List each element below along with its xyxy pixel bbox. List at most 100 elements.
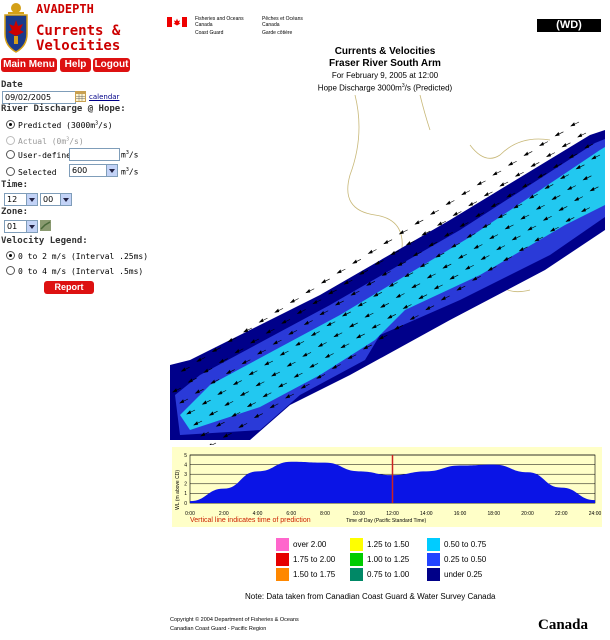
report-button[interactable]: Report — [44, 281, 94, 294]
velocity-arrowhead — [371, 324, 377, 329]
velocity-arrowhead — [561, 143, 567, 148]
velocity-arrowhead — [553, 163, 559, 169]
velocity-arrowhead — [404, 272, 410, 278]
velocity-arrowhead — [357, 302, 363, 307]
legend-swatch — [276, 568, 289, 581]
velocity-arrowhead — [412, 252, 418, 257]
legend-label: 1.75 to 2.00 — [293, 555, 336, 564]
velocity-arrowhead — [464, 265, 470, 270]
chevron-down-icon — [106, 165, 117, 176]
selected-radio[interactable]: Selected — [6, 167, 57, 177]
velocity-arrowhead — [196, 357, 202, 362]
user-defined-radio-button[interactable] — [6, 150, 15, 159]
gov-fr-line3: Garde côtière — [262, 30, 293, 36]
velocity-arrowhead — [225, 369, 231, 375]
zone-select[interactable]: 01 — [4, 220, 38, 233]
velocity-arrowhead — [278, 383, 284, 388]
tide-xtick-label: 8:00 — [320, 511, 330, 517]
predicted-label: Predicted (3000m — [18, 121, 96, 130]
velocity-arrowhead — [397, 261, 403, 267]
user-defined-input[interactable] — [69, 148, 120, 161]
chevron-down-icon — [60, 194, 71, 205]
selected-radio-button[interactable] — [6, 167, 15, 176]
legend-swatch — [427, 568, 440, 581]
velocity-arrowhead — [530, 162, 536, 167]
velocity-arrowhead — [418, 294, 424, 300]
gov-en-line1: Fisheries and Oceans — [195, 16, 244, 22]
main-menu-button[interactable]: Main Menu — [1, 58, 57, 72]
legend-option-2ms[interactable]: 0 to 2 m/s (Interval .25ms) — [6, 251, 148, 261]
velocity-arrowhead — [421, 231, 427, 236]
velocity-arrowhead — [436, 221, 442, 226]
legend-label: under 0.25 — [444, 570, 483, 579]
velocity-arrowhead — [534, 237, 540, 242]
velocity-arrowhead — [350, 291, 356, 296]
actual-label: Actual (0m — [18, 137, 67, 146]
logout-button[interactable]: Logout — [93, 58, 130, 72]
velocity-arrow — [211, 442, 217, 445]
velocity-arrowhead — [402, 304, 408, 309]
velocity-arrowhead — [456, 286, 462, 291]
velocity-arrowhead — [272, 340, 278, 345]
velocity-arrowhead — [503, 256, 509, 262]
velocity-arrowhead — [518, 247, 524, 252]
calendar-icon[interactable] — [75, 91, 86, 102]
velocity-arrowhead — [487, 266, 493, 271]
velocity-arrowhead — [231, 412, 237, 417]
velocity-arrowhead — [570, 122, 576, 127]
help-button[interactable]: Help — [60, 58, 91, 72]
date-input[interactable]: 09/02/2005 — [2, 91, 76, 104]
velocity-arrowhead — [428, 242, 434, 247]
velocity-arrowhead — [568, 154, 574, 159]
velocity-arrowhead — [589, 187, 595, 192]
selected-unit-sup: 3 — [125, 167, 129, 173]
velocity-arrowhead — [265, 329, 271, 334]
legend-2ms-radio-button[interactable] — [6, 251, 15, 260]
velocity-arrowhead — [433, 285, 439, 290]
velocity-arrowhead — [331, 364, 337, 369]
selected-discharge-select[interactable]: 600 — [69, 164, 118, 177]
velocity-arrowhead — [483, 192, 489, 197]
velocity-arrowhead — [241, 359, 247, 365]
velocity-arrowhead — [295, 341, 301, 346]
velocity-arrowhead — [539, 141, 545, 147]
velocity-arrowhead — [466, 233, 472, 238]
velocity-arrowhead — [210, 379, 216, 384]
velocity-arrowhead — [271, 372, 277, 377]
velocity-arrowhead — [243, 328, 249, 333]
velocity-arrowhead — [334, 301, 340, 306]
predicted-radio-button[interactable] — [6, 120, 15, 129]
velocity-arrowhead — [262, 392, 268, 398]
velocity-arrowhead — [520, 215, 526, 220]
velocity-arrowhead — [398, 230, 404, 235]
legend-swatch — [427, 538, 440, 551]
velocity-arrowhead — [388, 282, 394, 287]
velocity-arrowhead — [394, 325, 400, 330]
zone-map-icon[interactable] — [40, 220, 51, 231]
minute-select[interactable]: 00 — [40, 193, 72, 206]
legend-swatch — [350, 553, 363, 566]
user-defined-radio[interactable]: User-defined — [6, 150, 76, 160]
legend-option-4ms[interactable]: 0 to 4 m/s (Interval .5ms) — [6, 266, 143, 276]
calendar-link[interactable]: calendar — [89, 93, 120, 101]
tide-ytick-label: 1 — [184, 491, 187, 497]
sidebar: AVADEPTH Currents & Velocities Main Menu… — [0, 0, 165, 640]
tide-xtick-label: 14:00 — [419, 511, 433, 517]
app-brand: AVADEPTH — [36, 2, 94, 16]
gov-en-line3: Coast Guard — [195, 30, 224, 36]
velocity-arrowhead — [490, 203, 496, 208]
hour-select[interactable]: 12 — [4, 193, 38, 206]
velocity-arrowhead — [227, 337, 233, 343]
velocity-arrowhead — [327, 290, 333, 295]
discharge-caption-sup: 3 — [401, 83, 405, 89]
legend-label: over 2.00 — [293, 540, 327, 549]
velocity-arrowhead — [497, 214, 503, 219]
legend-4ms-radio-button[interactable] — [6, 266, 15, 275]
zone-label: Zone: — [1, 207, 29, 217]
velocity-arrowhead — [411, 283, 417, 289]
predicted-radio[interactable]: Predicted (3000m3/s) — [6, 120, 113, 130]
hour-value: 12 — [7, 195, 18, 204]
velocity-arrowhead — [452, 211, 458, 216]
wd-badge: (WD) — [537, 19, 601, 32]
legend-swatch — [350, 568, 363, 581]
